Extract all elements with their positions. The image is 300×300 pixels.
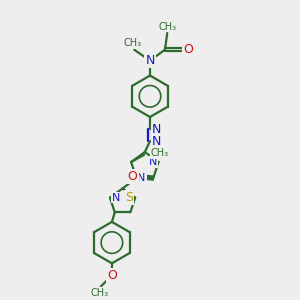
Text: CH₃: CH₃ (158, 22, 176, 32)
Text: N: N (152, 135, 161, 148)
Text: N: N (149, 157, 158, 167)
Text: N: N (112, 193, 120, 202)
Text: N: N (145, 54, 155, 67)
Text: N: N (152, 123, 161, 136)
Text: N: N (137, 173, 146, 183)
Text: S: S (125, 191, 134, 204)
Text: O: O (183, 43, 193, 56)
Text: CH₃: CH₃ (91, 288, 109, 298)
Text: CH₃: CH₃ (150, 148, 169, 158)
Text: CH₃: CH₃ (124, 38, 142, 48)
Text: O: O (107, 269, 117, 282)
Text: O: O (128, 170, 137, 183)
